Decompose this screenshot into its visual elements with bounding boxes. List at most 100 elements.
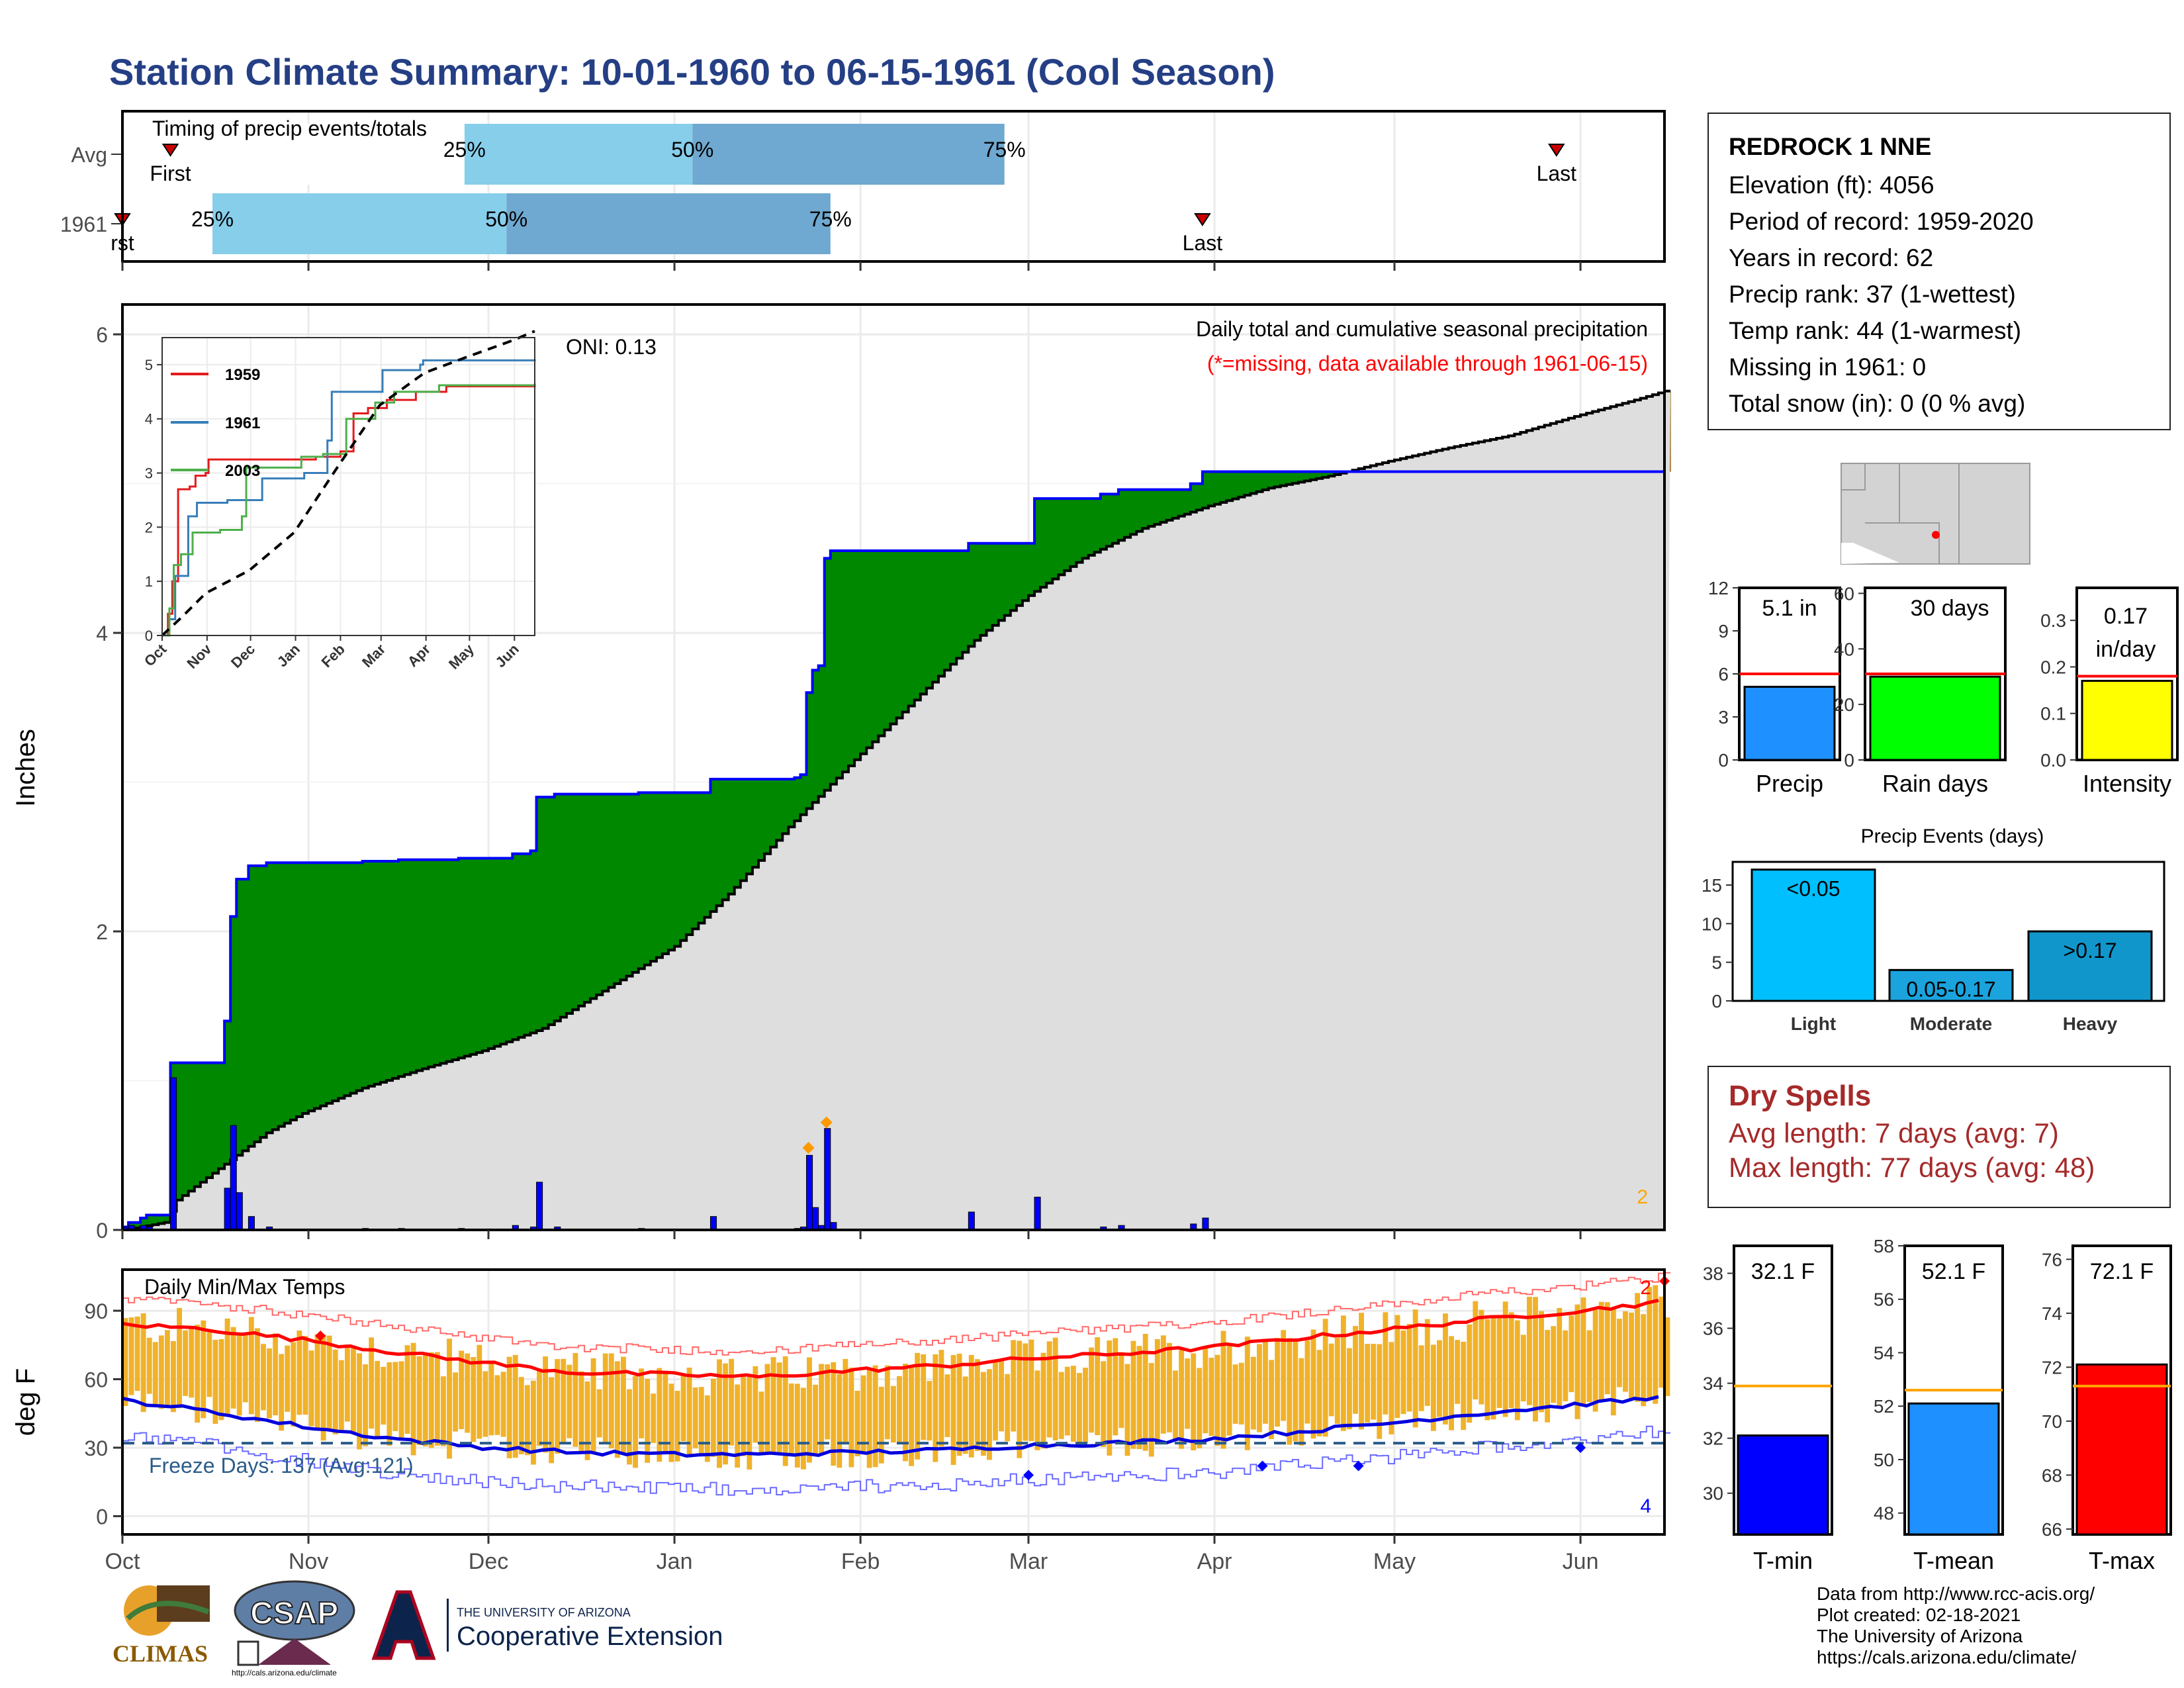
timing-bar-q1 [464, 124, 693, 185]
precip-daily-bar [824, 1128, 831, 1231]
precip-surplus-column [1274, 471, 1281, 487]
temp-daily-bar [1005, 1374, 1011, 1442]
precip-title: Daily total and cumulative seasonal prec… [1196, 317, 1648, 341]
precip-surplus-column [902, 551, 909, 712]
totals-y-tick-label: 6 [1718, 664, 1729, 684]
temp-daily-bar [363, 1364, 369, 1446]
temp-daily-bar [1436, 1340, 1442, 1417]
temp-x-tick-label: Apr [1197, 1549, 1232, 1574]
temp-daily-bar [674, 1391, 680, 1462]
temp-daily-bar [1598, 1301, 1604, 1402]
temp-y-axis-label: deg F [11, 1368, 40, 1436]
inset-plot-bg [162, 338, 535, 635]
precip-surplus-column [536, 797, 543, 1031]
totals-y-tick-label: 60 [1834, 583, 1854, 604]
tsum-y-tick-label: 58 [1874, 1236, 1894, 1256]
timing-marker-first [161, 144, 179, 157]
precip-surplus-column [764, 779, 771, 854]
temp-daily-bar [1580, 1297, 1586, 1405]
temp-daily-bar [704, 1395, 710, 1462]
temp-daily-bar [1023, 1343, 1028, 1441]
temp-daily-bar [1412, 1309, 1418, 1428]
temp-daily-bar [488, 1362, 494, 1436]
precip-surplus-column [1184, 489, 1191, 514]
precip-surplus-column [1040, 498, 1047, 588]
temp-daily-bar [878, 1386, 884, 1464]
precip-surplus-column [182, 1062, 189, 1196]
precip-surplus-column [410, 859, 417, 1073]
precip-surplus-column [176, 1062, 183, 1200]
temp-daily-bar [1197, 1368, 1203, 1448]
events-y-tick-label: 10 [1702, 914, 1722, 934]
precip-surplus-column [458, 858, 465, 1058]
timing-label-q25: 25% [191, 207, 234, 231]
precip-surplus-column [362, 861, 369, 1088]
temp-daily-bar [195, 1325, 201, 1423]
precip-surplus-column [494, 858, 501, 1047]
ua-logo-line1: THE UNIVERSITY OF ARIZONA [457, 1606, 631, 1619]
temp-daily-bar [1058, 1372, 1064, 1439]
precip-surplus-column [542, 797, 549, 1029]
temp-daily-bar [741, 1376, 747, 1456]
precip-surplus-column [284, 863, 291, 1123]
precip-surplus-column [836, 551, 843, 778]
temp-daily-bar [1365, 1344, 1371, 1423]
temp-daily-bar [1316, 1350, 1322, 1436]
temp-daily-bar [807, 1357, 812, 1463]
dry-spells-avg: Avg length: 7 days (avg: 7) [1729, 1117, 2059, 1149]
temp-daily-bar [909, 1365, 915, 1466]
precip-surplus-column [1298, 471, 1305, 483]
precip-surplus-column [1022, 543, 1029, 601]
temp-daily-bar [788, 1383, 794, 1455]
precip-surplus-column [530, 851, 537, 1033]
temp-note-bottom: 4 [1640, 1495, 1651, 1517]
precip-surplus-column [728, 779, 735, 894]
precip-surplus-column [200, 1062, 207, 1182]
precip-surplus-column [1010, 543, 1017, 611]
precip-surplus-column [1178, 489, 1185, 516]
temp-daily-bar [518, 1377, 524, 1454]
station-name: REDROCK 1 NNE [1729, 133, 1932, 160]
temp-daily-bar [441, 1376, 446, 1446]
temp-daily-bar [848, 1367, 854, 1468]
temp-daily-bar [1244, 1336, 1250, 1450]
precip-surplus-column [956, 551, 963, 659]
temp-daily-bar [950, 1355, 956, 1466]
totals-y-tick-label: 0 [1718, 750, 1729, 771]
temp-daily-bar [884, 1365, 890, 1440]
timing-label-last: Last [1183, 231, 1223, 255]
logo-strip: CLIMAS CSAP http://cals.arizona.edu/clim… [109, 1579, 738, 1678]
precip-surplus-column [1214, 471, 1221, 504]
precip-surplus-column [398, 859, 405, 1077]
temp-daily-bar [567, 1364, 572, 1438]
precip-surplus-column [266, 863, 273, 1133]
temp-daily-bar [302, 1336, 308, 1415]
temp-daily-bar [933, 1354, 938, 1462]
precip-event-marker [820, 1116, 833, 1129]
precip-surplus-column [1070, 498, 1077, 567]
temp-daily-bar [494, 1375, 500, 1435]
temp-daily-bar [128, 1317, 134, 1395]
precip-surplus-column [1286, 471, 1293, 485]
timing-bar-pre [170, 124, 465, 185]
temp-x-tick-label: May [1373, 1549, 1416, 1574]
timing-label-first: First [150, 162, 191, 185]
temp-daily-bar [1322, 1319, 1328, 1437]
temp-daily-bar [279, 1354, 285, 1431]
temp-daily-bar [1592, 1309, 1598, 1412]
temp-daily-bar [968, 1354, 974, 1458]
temp-daily-bar [171, 1340, 176, 1413]
temp-daily-bar [177, 1307, 182, 1409]
temp-daily-bar [903, 1364, 908, 1462]
precip-y-tick-label: 0 [96, 1219, 108, 1243]
temp-daily-bar [140, 1313, 146, 1413]
precip-surplus-column [752, 779, 759, 868]
inset-y-tick-label: 4 [145, 411, 153, 428]
temp-daily-bar [1604, 1302, 1610, 1395]
precip-surplus-column [1166, 489, 1173, 520]
temp-daily-bar [717, 1359, 722, 1468]
precip-surplus-column [320, 863, 327, 1106]
temp-daily-bar [686, 1367, 692, 1458]
temp-x-tick-label: Jan [657, 1549, 693, 1574]
temp-daily-bar [1334, 1338, 1340, 1424]
